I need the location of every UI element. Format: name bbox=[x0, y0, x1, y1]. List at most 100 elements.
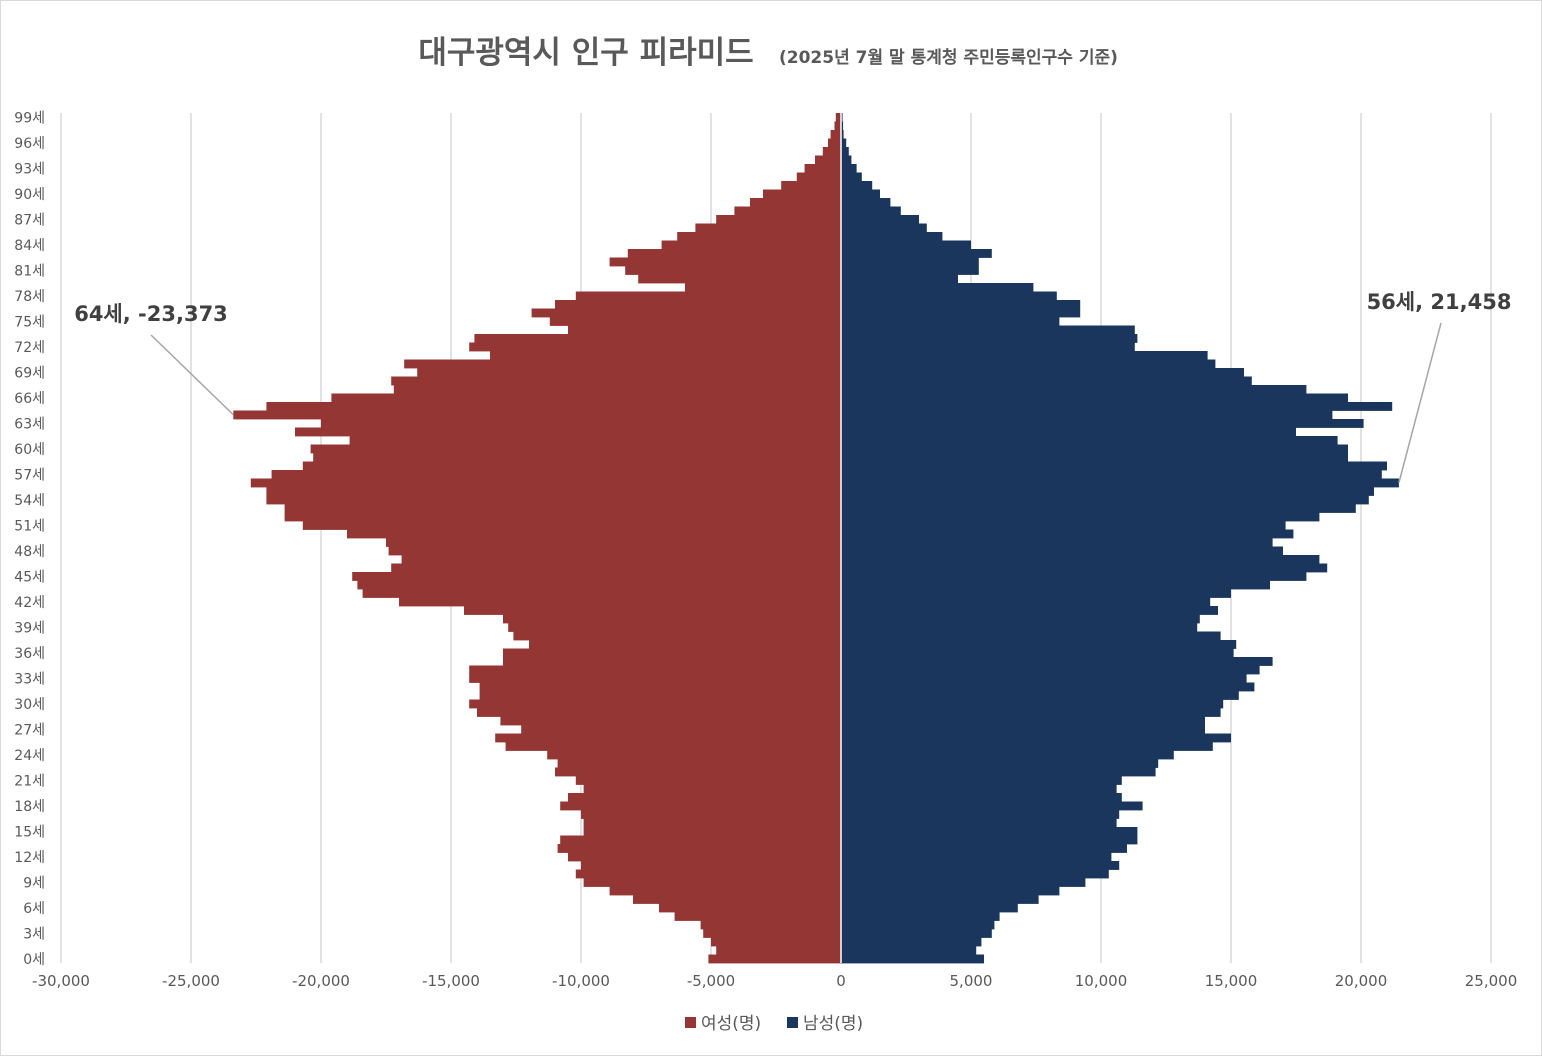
bar-female-age-90 bbox=[763, 189, 841, 199]
bar-female-age-36 bbox=[503, 648, 841, 658]
bar-male-age-15 bbox=[841, 827, 1138, 836]
bar-male-age-93 bbox=[841, 164, 857, 173]
bar-female-age-37 bbox=[529, 640, 841, 649]
bar-female-age-19 bbox=[568, 793, 841, 802]
bar-male-age-40 bbox=[841, 614, 1200, 624]
bar-female-age-87 bbox=[716, 215, 841, 224]
bar-male-age-36 bbox=[841, 648, 1234, 658]
bar-male-age-87 bbox=[841, 215, 919, 224]
bar-male-age-3 bbox=[841, 929, 992, 938]
bar-male-age-71 bbox=[841, 351, 1208, 360]
bar-female-age-25 bbox=[505, 742, 841, 751]
bar-male-age-85 bbox=[841, 232, 943, 241]
bar-male-age-5 bbox=[841, 912, 1000, 921]
bar-male-age-50 bbox=[841, 529, 1294, 539]
bar-male-age-80 bbox=[841, 274, 958, 284]
bar-female-age-67 bbox=[393, 385, 841, 394]
bar-male-age-82 bbox=[841, 257, 979, 267]
bar-female-age-66 bbox=[331, 393, 841, 403]
bar-female-age-1 bbox=[716, 946, 841, 955]
annotations: 64세, -23,373 56세, 21,458 bbox=[74, 290, 1511, 483]
bar-female-age-22 bbox=[555, 767, 841, 777]
chart-subtitle: (2025년 7월 말 통계청 주민등록인구수 기준) bbox=[779, 47, 1118, 68]
legend-label-male: 남성(명) bbox=[803, 1014, 863, 1034]
bar-male-age-65 bbox=[841, 402, 1393, 411]
bar-male-age-20 bbox=[841, 784, 1117, 794]
bar-male-age-19 bbox=[841, 793, 1122, 802]
bar-female-age-57 bbox=[271, 470, 842, 479]
bar-male-age-95 bbox=[841, 147, 849, 156]
legend-swatch-male bbox=[787, 1017, 798, 1028]
y-tick-label: 30세 bbox=[14, 697, 45, 713]
bar-female-age-54 bbox=[266, 495, 841, 505]
x-tick-label: -5,000 bbox=[687, 972, 735, 990]
bar-male-age-90 bbox=[841, 189, 880, 199]
bar-female-age-92 bbox=[796, 172, 841, 182]
y-tick-label: 84세 bbox=[14, 238, 45, 254]
y-tick-label: 9세 bbox=[23, 875, 45, 891]
bar-male-age-23 bbox=[841, 759, 1159, 768]
bar-female-age-2 bbox=[711, 937, 841, 947]
bar-male-age-8 bbox=[841, 886, 1060, 896]
bar-female-age-72 bbox=[469, 342, 841, 352]
y-tick-label: 78세 bbox=[14, 289, 45, 305]
bar-male-age-17 bbox=[841, 810, 1120, 819]
bar-female-age-15 bbox=[583, 827, 841, 836]
bar-female-age-91 bbox=[781, 181, 841, 190]
bar-female-age-35 bbox=[503, 657, 841, 666]
y-tick-label: 45세 bbox=[14, 569, 45, 585]
bar-male-age-16 bbox=[841, 818, 1117, 828]
bar-male-age-56 bbox=[841, 478, 1399, 488]
bar-female-age-64 bbox=[233, 410, 841, 420]
bar-male-age-73 bbox=[841, 334, 1138, 343]
annotation-leader-line bbox=[1398, 322, 1442, 483]
bar-male-age-2 bbox=[841, 937, 982, 947]
y-tick-label: 75세 bbox=[14, 314, 45, 330]
bar-female-age-95 bbox=[822, 147, 841, 156]
bar-male-age-61 bbox=[841, 436, 1338, 445]
bar-male-age-13 bbox=[841, 844, 1127, 853]
bar-female-age-31 bbox=[479, 691, 841, 700]
bar-female-age-99 bbox=[835, 113, 841, 122]
bar-male-age-97 bbox=[841, 130, 844, 139]
bar-female-age-12 bbox=[568, 852, 841, 862]
y-tick-label: 87세 bbox=[14, 212, 45, 228]
bar-female-age-24 bbox=[547, 750, 841, 760]
bar-male-age-67 bbox=[841, 385, 1307, 394]
bar-female-age-29 bbox=[477, 708, 841, 717]
bar-male-age-94 bbox=[841, 155, 852, 165]
x-tick-label: 25,000 bbox=[1465, 972, 1518, 990]
bar-female-age-75 bbox=[549, 317, 841, 326]
bar-female-age-93 bbox=[804, 164, 841, 173]
y-tick-label: 51세 bbox=[14, 518, 45, 534]
bar-male-age-62 bbox=[841, 427, 1296, 437]
bar-female-age-23 bbox=[557, 759, 841, 768]
bar-male-age-4 bbox=[841, 920, 995, 930]
bar-female-age-78 bbox=[575, 291, 841, 301]
bar-male-age-39 bbox=[841, 623, 1198, 632]
bar-female-age-18 bbox=[560, 801, 841, 811]
bar-male-age-21 bbox=[841, 776, 1122, 785]
bar-male-age-38 bbox=[841, 631, 1221, 641]
bar-female-age-88 bbox=[734, 206, 841, 216]
bar-female-age-85 bbox=[677, 232, 841, 241]
bar-male-age-37 bbox=[841, 640, 1237, 649]
bar-female-age-71 bbox=[490, 351, 841, 360]
bar-male-age-1 bbox=[841, 946, 977, 955]
bar-male-age-14 bbox=[841, 835, 1138, 845]
bar-female-age-63 bbox=[321, 419, 841, 428]
bar-female-age-73 bbox=[474, 334, 841, 343]
bar-female-age-76 bbox=[531, 308, 841, 318]
y-tick-label: 93세 bbox=[14, 161, 45, 177]
y-tick-label: 6세 bbox=[23, 901, 45, 917]
bar-male-age-46 bbox=[841, 563, 1328, 573]
bar-male-age-88 bbox=[841, 206, 901, 216]
bar-male-age-77 bbox=[841, 300, 1081, 309]
bar-female-age-80 bbox=[638, 274, 841, 284]
bar-female-age-59 bbox=[313, 453, 841, 462]
bar-female-age-86 bbox=[695, 223, 841, 233]
chart-title: 대구광역시 인구 피라미드 bbox=[418, 35, 753, 71]
bar-female-age-97 bbox=[830, 130, 841, 139]
bar-female-age-56 bbox=[250, 478, 842, 488]
